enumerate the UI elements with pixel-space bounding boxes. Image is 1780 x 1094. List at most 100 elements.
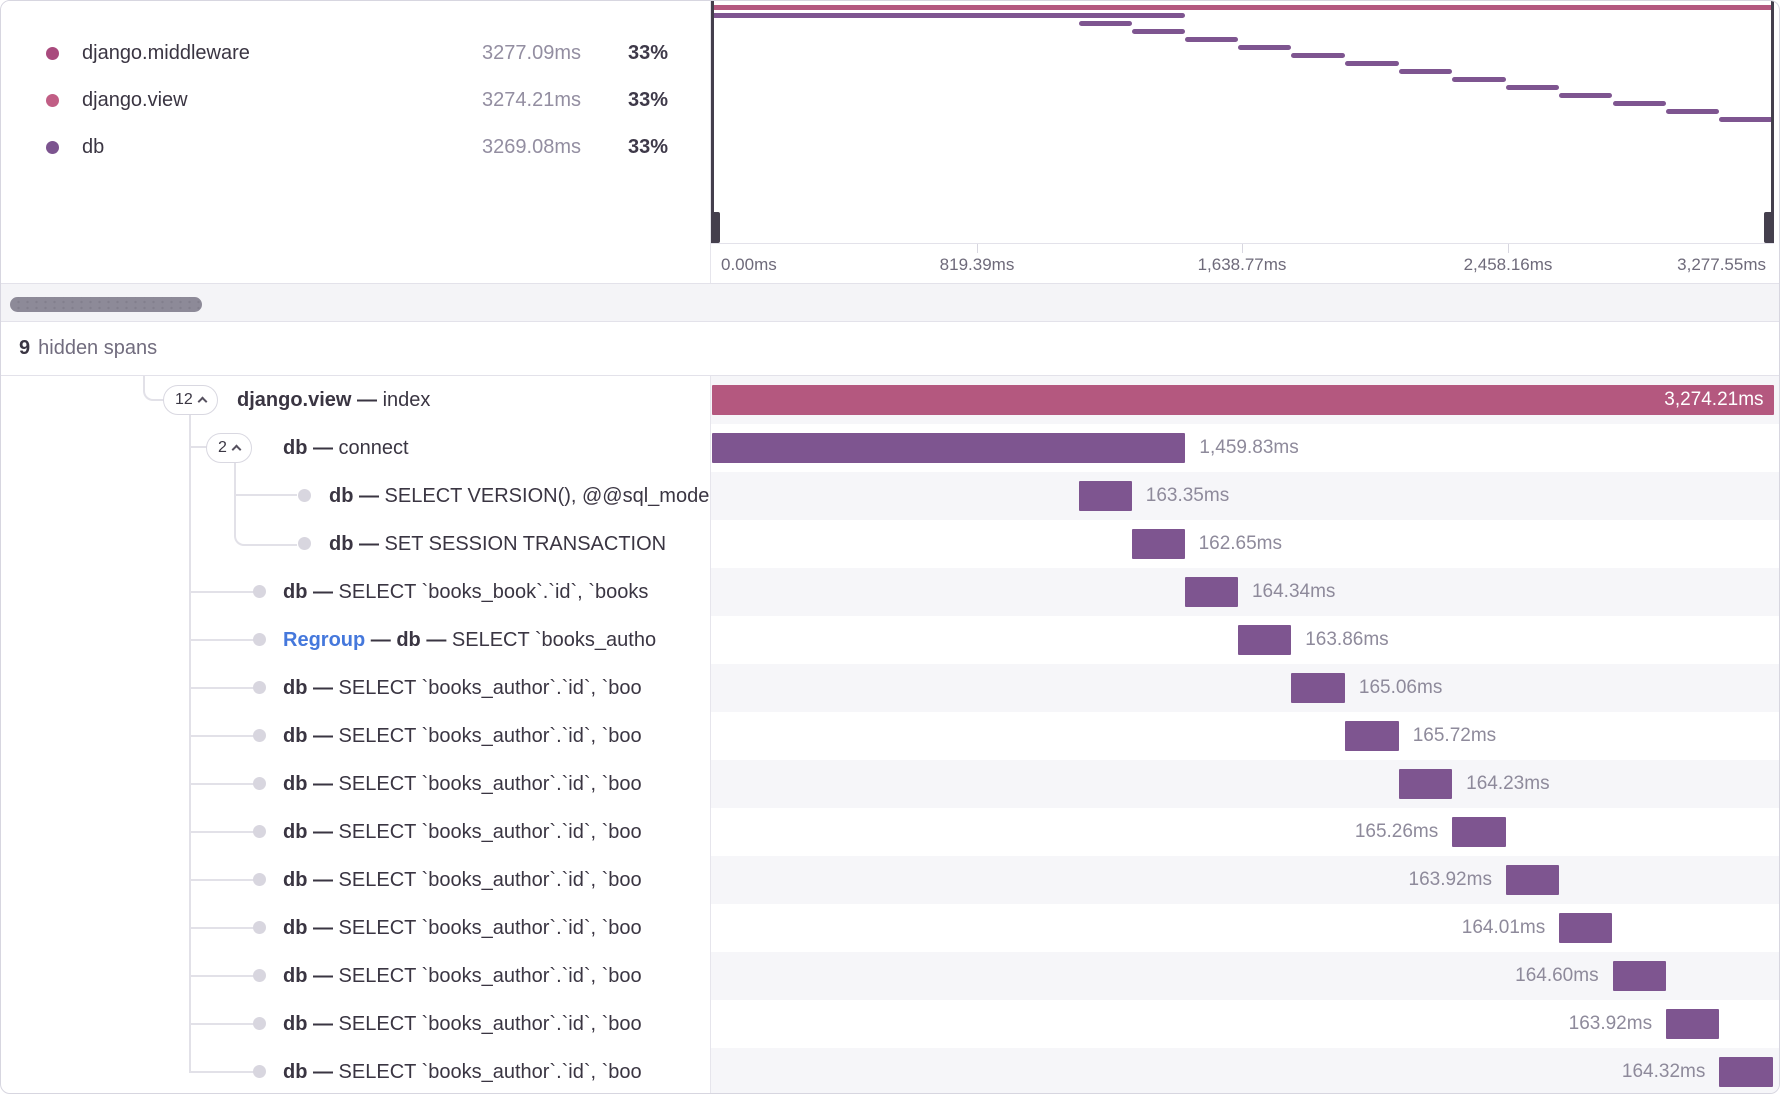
span-detail: SELECT `books_book`.`id`, `books <box>338 581 649 603</box>
span-type: db — <box>283 437 339 459</box>
tree-scrollbar-track[interactable] <box>1 283 1779 322</box>
span-row[interactable]: 2 db — connect 1,459.83ms <box>1 424 1779 472</box>
span-row[interactable]: db — SELECT `books_author`.`id`, `boo 165… <box>1 712 1779 760</box>
span-duration-label: 1,459.83ms <box>1199 437 1299 458</box>
span-row[interactable]: db — SELECT `books_author`.`id`, `boo 163… <box>1 1000 1779 1048</box>
span-row[interactable]: db — SET SESSION TRANSACTION 162.65ms <box>1 520 1779 568</box>
axis-label-4: 3,277.55ms <box>1677 255 1766 274</box>
span-bullet-icon <box>253 777 266 790</box>
span-bullet-icon <box>253 921 266 934</box>
minimap-span-bar <box>1666 109 1720 114</box>
hidden-spans-row[interactable]: 9 hidden spans <box>1 322 1779 376</box>
span-duration-bar[interactable] <box>1612 961 1666 991</box>
span-duration-label: 164.60ms <box>1515 965 1599 986</box>
child-count: 2 <box>218 439 227 456</box>
collapse-toggle-badge[interactable]: 2 <box>206 433 252 463</box>
span-duration-bar[interactable]: 3,274.21ms <box>711 385 1774 415</box>
span-detail: SET SESSION TRANSACTION <box>384 533 667 555</box>
span-row[interactable]: db — SELECT `books_author`.`id`, `boo 165… <box>1 664 1779 712</box>
minimap-span-bar <box>1719 117 1773 122</box>
legend-percent: 33% <box>627 41 668 64</box>
span-bar-cell: 162.65ms <box>711 520 1779 568</box>
span-detail: SELECT `books_author`.`id`, `boo <box>338 821 642 843</box>
axis-tick <box>1508 244 1509 253</box>
span-duration-bar[interactable] <box>711 433 1186 463</box>
span-duration-label: 165.26ms <box>1354 821 1439 842</box>
span-label: db — SET SESSION TRANSACTION <box>329 520 666 568</box>
span-bar-cell: 165.26ms <box>711 808 1779 856</box>
span-row[interactable]: db — SELECT VERSION(), @@sql_mode 163.35m… <box>1 472 1779 520</box>
span-bullet-icon <box>253 1017 266 1030</box>
span-duration-label: 3,274.21ms <box>1664 389 1764 410</box>
span-label: db — SELECT `books_author`.`id`, `boo <box>283 856 642 904</box>
span-bullet-icon <box>253 633 266 646</box>
span-duration-bar[interactable] <box>1505 865 1560 895</box>
span-row[interactable]: db — SELECT `books_author`.`id`, `boo 164… <box>1 1048 1779 1093</box>
span-duration-label: 164.01ms <box>1461 917 1546 938</box>
span-duration-label: 163.35ms <box>1145 485 1230 506</box>
collapse-toggle-badge[interactable]: 12 <box>163 385 218 415</box>
span-row[interactable]: db — SELECT `books_author`.`id`, `boo 164… <box>1 904 1779 952</box>
span-type: db — <box>283 773 339 795</box>
span-duration-bar[interactable] <box>1078 481 1132 511</box>
span-duration-bar[interactable] <box>1398 769 1453 799</box>
minimap-right-handle[interactable] <box>1764 212 1774 243</box>
span-tree-cell: db — SELECT `books_author`.`id`, `boo <box>1 856 710 904</box>
span-bullet-icon <box>298 489 311 502</box>
tree-scrollbar-thumb[interactable] <box>10 297 202 312</box>
span-duration-bar[interactable] <box>1719 1057 1773 1087</box>
span-bullet-icon <box>253 681 266 694</box>
span-row[interactable]: db — SELECT `books_author`.`id`, `boo 165… <box>1 808 1779 856</box>
span-row[interactable]: db — SELECT `books_author`.`id`, `boo 164… <box>1 952 1779 1000</box>
span-duration-bar[interactable] <box>1238 625 1292 655</box>
minimap-span-bar <box>711 5 1774 10</box>
span-row[interactable]: db — SELECT `books_author`.`id`, `boo 163… <box>1 856 1779 904</box>
span-detail: index <box>382 389 431 411</box>
span-type: db — <box>283 917 339 939</box>
span-detail: SELECT `books_author`.`id`, `boo <box>338 965 642 987</box>
span-duration-bar[interactable] <box>1131 529 1185 559</box>
span-bullet-icon <box>298 537 311 550</box>
minimap-left-scrub-line <box>711 1 714 213</box>
span-duration-label: 164.23ms <box>1466 773 1550 794</box>
span-row[interactable]: db — SELECT `books_book`.`id`, `books 164… <box>1 568 1779 616</box>
legend-item-view[interactable]: django.view 3274.21ms 33% <box>1 78 701 122</box>
span-tree-cell: db — SELECT `books_book`.`id`, `books <box>1 568 710 616</box>
span-label: db — SELECT `books_book`.`id`, `books <box>283 568 648 616</box>
axis-tick <box>1242 244 1243 253</box>
span-bar-cell: 3,274.21ms <box>711 376 1779 424</box>
span-label: db — SELECT `books_author`.`id`, `boo <box>283 1000 642 1048</box>
trace-minimap[interactable] <box>711 1 1774 243</box>
span-label: db — SELECT `books_author`.`id`, `boo <box>283 808 642 856</box>
span-duration-bar[interactable] <box>1291 673 1345 703</box>
span-duration-bar[interactable] <box>1344 721 1399 751</box>
minimap-span-bar <box>1612 101 1666 106</box>
span-tree-cell: 2 db — connect <box>1 424 710 472</box>
legend-name: django.middleware <box>82 41 250 64</box>
span-duration-label: 163.92ms <box>1568 1013 1653 1034</box>
minimap-span-bar <box>1505 85 1560 90</box>
span-duration-bar[interactable] <box>1184 577 1238 607</box>
span-row[interactable]: 12 django.view — index 3,274.21ms <box>1 376 1779 424</box>
span-label: db — SELECT `books_author`.`id`, `boo <box>283 712 642 760</box>
span-tree-cell: db — SELECT `books_author`.`id`, `boo <box>1 664 710 712</box>
minimap-left-handle[interactable] <box>711 212 720 243</box>
span-duration-label: 164.32ms <box>1621 1061 1706 1082</box>
span-row[interactable]: db — SELECT `books_author`.`id`, `boo 164… <box>1 760 1779 808</box>
legend-time: 3269.08ms <box>482 135 581 158</box>
span-row[interactable]: Regroup — db — SELECT `books_autho 163.86… <box>1 616 1779 664</box>
span-detail: SELECT `books_author`.`id`, `boo <box>338 869 642 891</box>
span-detail: SELECT `books_author`.`id`, `boo <box>338 773 642 795</box>
span-detail: connect <box>338 437 409 459</box>
span-tree-cell: db — SET SESSION TRANSACTION <box>1 520 710 568</box>
span-duration-bar[interactable] <box>1452 817 1506 847</box>
span-detail: SELECT VERSION(), @@sql_mode <box>384 485 710 507</box>
span-label: django.view — index <box>237 376 430 424</box>
legend-item-db[interactable]: db 3269.08ms 33% <box>1 125 701 169</box>
span-bar-cell: 163.92ms <box>711 856 1779 904</box>
span-duration-bar[interactable] <box>1666 1009 1720 1039</box>
legend-item-middleware[interactable]: django.middleware 3277.09ms 33% <box>1 31 701 75</box>
span-duration-bar[interactable] <box>1559 913 1613 943</box>
legend-name: django.view <box>82 88 188 111</box>
